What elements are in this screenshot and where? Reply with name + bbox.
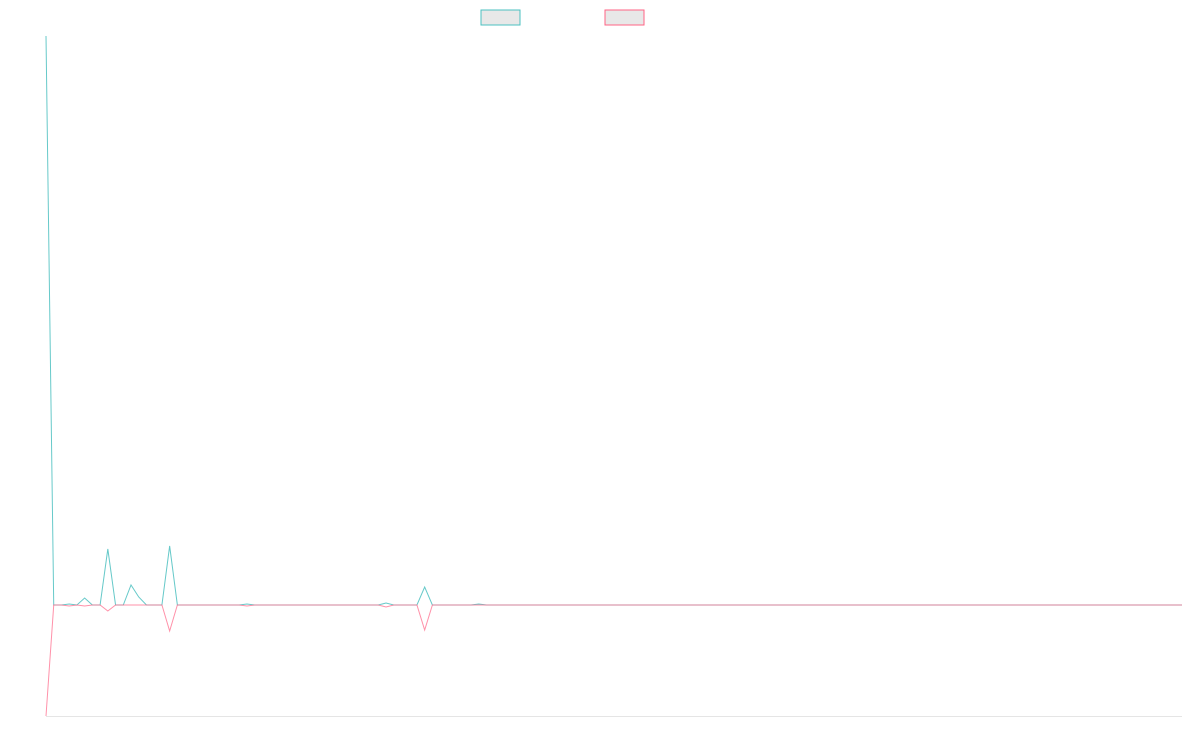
legend-item[interactable]: [604, 9, 645, 26]
legend-item[interactable]: [480, 9, 521, 26]
series-line: [45, 604, 1182, 717]
series-line: [45, 35, 1182, 606]
